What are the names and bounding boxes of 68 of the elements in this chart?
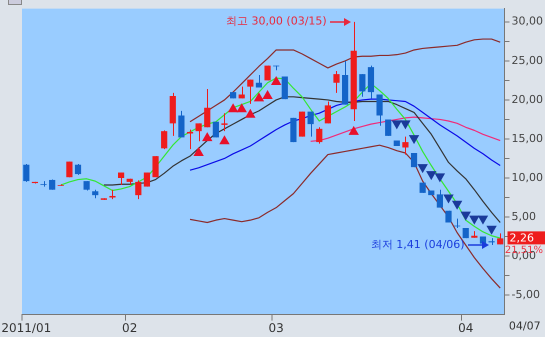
text: 2,26	[510, 231, 534, 244]
y-tick-label: 30,00	[512, 14, 544, 28]
candlestick	[221, 112, 228, 132]
candlestick	[316, 126, 322, 144]
x-tick-label: 04	[458, 320, 474, 335]
candlestick	[161, 130, 168, 150]
y-tick-label: 10,00	[512, 170, 544, 184]
y-tick-label: 5,00	[512, 210, 536, 223]
y-tick-label: 25,00	[512, 54, 544, 67]
candlestick	[247, 79, 254, 104]
point	[220, 136, 230, 144]
candlestick	[23, 163, 30, 182]
candlestick	[144, 172, 150, 188]
candlestick	[282, 76, 288, 100]
candlestick	[376, 94, 383, 126]
candlestick	[436, 189, 443, 208]
candlestick	[256, 74, 262, 88]
point	[435, 173, 445, 182]
point	[254, 92, 264, 102]
candlestick	[118, 172, 124, 186]
candlestick	[410, 152, 418, 168]
candlestick	[324, 100, 331, 124]
point	[262, 90, 272, 100]
point	[418, 164, 428, 173]
candlestick	[454, 218, 460, 228]
candlestick	[152, 156, 159, 178]
candlestick	[178, 110, 184, 138]
candlestick	[196, 122, 202, 142]
y-tick-label: 20,00	[512, 92, 544, 106]
point	[228, 104, 238, 112]
candlestick	[109, 189, 116, 200]
candlestick	[186, 129, 194, 150]
candlestick	[84, 180, 90, 191]
y-tick-label: 15,00	[512, 132, 544, 145]
candlestick	[204, 88, 210, 128]
x-tick-label: 03	[268, 320, 284, 335]
point	[486, 226, 496, 234]
point	[470, 216, 480, 224]
annotation: 최저 1,41 (04/06)	[370, 238, 465, 251]
point	[452, 200, 462, 210]
candlestick	[66, 161, 72, 178]
candlestick	[238, 86, 245, 99]
y-tick-label: -5,00	[512, 288, 540, 301]
candlestick	[264, 65, 271, 81]
point	[202, 132, 212, 142]
point	[348, 126, 359, 135]
point	[194, 148, 204, 156]
candlestick	[385, 118, 392, 136]
point	[271, 76, 282, 85]
candlestick	[497, 232, 504, 245]
x-tick-label: 2011/01	[1, 320, 52, 335]
candlestick	[308, 111, 314, 138]
candlestick	[359, 74, 366, 98]
candlestick	[402, 136, 409, 156]
candlestick	[135, 180, 142, 200]
candlestick	[333, 70, 340, 94]
point	[460, 212, 471, 220]
text: 04/07	[508, 320, 541, 333]
annotation: 최고 30,00 (03/15)	[226, 14, 327, 28]
candlestick	[74, 163, 82, 176]
point	[444, 194, 454, 204]
point	[478, 216, 488, 224]
point	[246, 109, 256, 118]
point	[236, 104, 247, 112]
candlestick	[420, 182, 426, 194]
candlestick	[212, 121, 219, 138]
x-tick-label: 02	[122, 320, 138, 335]
point	[426, 171, 436, 180]
